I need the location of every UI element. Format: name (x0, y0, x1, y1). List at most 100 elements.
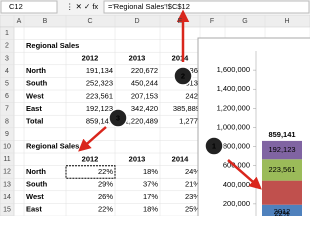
cell-value: 336, (185, 66, 200, 75)
column-header: E (178, 18, 183, 25)
section-title: Regional Sales (26, 41, 79, 50)
callouts: 1 2 3 (78, 9, 262, 190)
cell-value: 252,323 (86, 79, 113, 88)
callout-number: 1 (212, 141, 216, 150)
cell-value: 23% (185, 192, 200, 201)
bar-segment (262, 180, 302, 205)
cell-value: 223,561 (86, 91, 113, 100)
column-header: D (134, 18, 139, 25)
row-header: 7 (5, 106, 9, 113)
column-header: H (284, 18, 289, 25)
row-label: South (26, 79, 48, 88)
cell-value: 18% (143, 205, 158, 214)
row-header: 12 (3, 169, 11, 176)
cell-value: 26% (98, 192, 113, 201)
cell-value: 450,244 (131, 79, 158, 88)
year-header: 2013 (129, 53, 146, 62)
section-title: Regional Sales % (26, 142, 88, 151)
cell-value: 207,153 (131, 91, 158, 100)
x-tick-label: 2012 (274, 207, 291, 216)
cell-value: 24% (185, 167, 200, 176)
callout-badge (204, 136, 224, 156)
row-header: 2 (5, 43, 9, 50)
row-header: 8 (5, 118, 9, 125)
y-tick-label: 200,000 (223, 199, 250, 208)
column-header-row (0, 14, 310, 28)
cell-value: 29% (98, 179, 113, 188)
cell-value: 220,672 (131, 66, 158, 75)
formula-icons: ⋮ ✕ ✓ fx (66, 2, 98, 11)
total-label: 859,141 (268, 130, 295, 139)
row-label: East (26, 104, 42, 113)
name-box-text: C12 (9, 2, 23, 11)
cell-value: 385,889 (173, 104, 200, 113)
name-box[interactable] (0, 0, 58, 14)
cell-value: 25% (185, 205, 200, 214)
row-header: 3 (5, 55, 9, 62)
year-header: 2013 (129, 154, 146, 163)
bar-segment (262, 159, 302, 181)
row-header: 9 (5, 131, 9, 138)
segment-label: 22% (274, 209, 289, 216)
column-header: B (43, 18, 48, 25)
segment-label: 192,123 (268, 145, 295, 154)
cell-value: 18% (143, 167, 158, 176)
row-label: East (26, 205, 42, 214)
cell-value: 1,277, (179, 116, 200, 125)
callout-arrow (227, 159, 262, 190)
year-header: 2014 (172, 53, 190, 62)
cell-value: 37% (143, 179, 158, 188)
year-header: 2012 (82, 53, 99, 62)
cell-value: 192,123 (86, 104, 113, 113)
row-label: Total (26, 116, 43, 125)
y-tick-label: 400,000 (223, 180, 250, 189)
callout-arrow (78, 126, 107, 152)
row-label: South (26, 179, 48, 188)
row-label: West (26, 192, 44, 201)
cell-value: 22% (98, 167, 113, 176)
column-header: F (210, 18, 214, 25)
row-header: 13 (3, 181, 11, 188)
row-header: 4 (5, 68, 9, 75)
row-header: 6 (5, 93, 9, 100)
segment-label: 223,561 (268, 165, 295, 174)
formula-text: ='Regional Sales'!$C$12 (108, 2, 190, 11)
y-tick-label: 1,200,000 (217, 103, 250, 112)
cell-value: 21% (185, 179, 200, 188)
row-label: West (26, 91, 44, 100)
column-header: C (87, 18, 92, 25)
selected-cell[interactable] (65, 165, 116, 179)
callout-number: 2 (181, 71, 185, 80)
chart[interactable]: 1,600,000 1,400,000 1,200,000 1,000,000 800,… (197, 37, 310, 216)
column-header: A (17, 18, 22, 25)
row-header: 15 (3, 207, 11, 214)
row-header: 10 (3, 144, 11, 151)
y-tick-label: 600,000 (223, 161, 250, 170)
cell-value: 342,420 (131, 104, 158, 113)
bar-segment (262, 204, 302, 216)
row-header: 1 (5, 30, 9, 37)
y-tick-label: 800,000 (223, 142, 250, 151)
row-label: North (26, 66, 46, 75)
callout-number: 3 (116, 113, 120, 122)
callout-badge (173, 66, 193, 86)
cell-value: 17% (143, 192, 158, 201)
row-header: 5 (5, 81, 9, 88)
cell-value: 859,141 (86, 116, 113, 125)
row-label: North (26, 167, 46, 176)
year-header: 2014 (172, 154, 190, 163)
row-header: 14 (3, 194, 11, 201)
cell-value: 191,134 (86, 66, 113, 75)
row-header: 11 (3, 156, 10, 163)
cell-value: 1,220,489 (125, 116, 158, 125)
bar-segment (262, 140, 302, 160)
callout-badge (108, 108, 128, 128)
cell-value: 313, (185, 79, 200, 88)
y-tick-label: 1,400,000 (217, 84, 250, 93)
column-header: G (242, 18, 247, 25)
cell-value: 242, (185, 91, 200, 100)
y-tick-label: 1,000,000 (217, 122, 250, 131)
formula-input[interactable] (103, 0, 310, 14)
y-tick-label: 1,600,000 (217, 65, 250, 74)
